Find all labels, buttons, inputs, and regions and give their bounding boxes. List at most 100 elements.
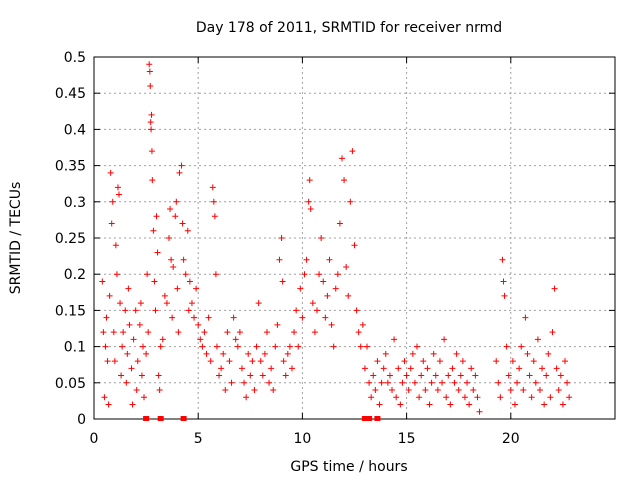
data-point <box>330 343 337 350</box>
data-point <box>197 336 204 343</box>
data-point <box>150 227 157 234</box>
data-point <box>393 394 400 401</box>
data-point <box>432 372 439 379</box>
data-point <box>151 278 158 285</box>
data-point <box>391 336 398 343</box>
data-point <box>439 379 446 386</box>
data-point <box>403 372 410 379</box>
data-point <box>209 184 216 191</box>
data-point <box>561 358 568 365</box>
data-point <box>279 278 286 285</box>
y-tick-label: 0 <box>77 412 86 428</box>
data-point <box>516 365 523 372</box>
data-point <box>224 329 231 336</box>
data-point <box>107 169 114 176</box>
data-point <box>322 314 329 321</box>
data-point <box>168 256 175 263</box>
data-point <box>299 314 306 321</box>
data-point <box>551 285 558 292</box>
data-point <box>386 372 393 379</box>
zero-point <box>361 416 368 421</box>
data-point <box>347 198 354 205</box>
data-point <box>441 336 448 343</box>
data-point <box>154 249 161 256</box>
data-point <box>152 307 159 314</box>
data-point <box>166 235 173 241</box>
data-point <box>222 387 229 394</box>
data-point <box>212 271 219 278</box>
data-point <box>353 307 360 314</box>
data-point <box>116 191 123 198</box>
data-point <box>103 314 110 321</box>
data-point <box>389 387 396 394</box>
data-point <box>313 307 320 314</box>
data-point <box>186 278 193 285</box>
data-point <box>112 242 119 249</box>
data-point <box>524 350 531 357</box>
data-point <box>326 256 333 263</box>
data-point <box>553 365 560 372</box>
data-point <box>241 379 248 386</box>
y-tick-label: 0.5 <box>64 50 86 66</box>
data-point <box>178 162 185 169</box>
data-point <box>236 329 243 336</box>
data-point <box>128 365 135 372</box>
data-point <box>428 379 435 386</box>
data-point <box>501 292 508 299</box>
data-point <box>249 358 256 365</box>
data-point <box>226 358 233 365</box>
data-point <box>318 235 325 241</box>
y-tick-label: 0.4 <box>64 122 86 138</box>
axis-ticks: 0 0.05 0.1 0.15 0.2 0.25 0.3 0.35 0.4 0.45 0.5 0 5 10… <box>55 50 615 447</box>
data-point <box>175 329 182 336</box>
data-point <box>334 271 341 278</box>
data-point <box>173 198 180 205</box>
data-point <box>253 343 260 350</box>
data-point <box>343 263 350 270</box>
data-point <box>530 358 537 365</box>
data-point <box>420 358 427 365</box>
data-point <box>301 271 308 278</box>
data-point <box>133 387 140 394</box>
data-point <box>341 177 348 184</box>
data-point <box>566 394 573 401</box>
data-point <box>407 365 414 372</box>
data-point <box>307 206 314 213</box>
data-point <box>368 394 375 401</box>
data-point <box>218 365 225 372</box>
data-point <box>378 379 385 386</box>
data-point <box>278 235 285 241</box>
data-point <box>185 307 192 314</box>
data-point <box>146 61 153 68</box>
data-point <box>111 358 118 365</box>
data-point <box>286 343 293 350</box>
data-point <box>122 307 129 314</box>
data-point <box>507 387 514 394</box>
data-point <box>259 372 266 379</box>
data-point <box>476 408 483 415</box>
x-tick-label: 20 <box>502 431 520 447</box>
data-point <box>509 358 516 365</box>
data-point <box>247 372 254 379</box>
data-point <box>422 387 429 394</box>
data-point <box>148 126 155 133</box>
data-point <box>345 292 352 299</box>
data-point <box>564 379 571 386</box>
data-point <box>495 379 502 386</box>
data-point <box>124 350 131 357</box>
data-point <box>211 213 218 220</box>
data-point <box>445 372 452 379</box>
data-point <box>522 314 529 321</box>
data-point <box>401 358 408 365</box>
data-point <box>320 278 327 285</box>
data-point <box>316 271 323 278</box>
data-points <box>99 61 573 421</box>
data-point <box>472 372 479 379</box>
data-point <box>245 350 252 357</box>
y-tick-label: 0.05 <box>55 376 86 392</box>
data-point <box>263 329 270 336</box>
data-point <box>188 300 195 307</box>
data-point <box>199 343 206 350</box>
data-point <box>118 372 125 379</box>
data-point <box>234 343 241 350</box>
